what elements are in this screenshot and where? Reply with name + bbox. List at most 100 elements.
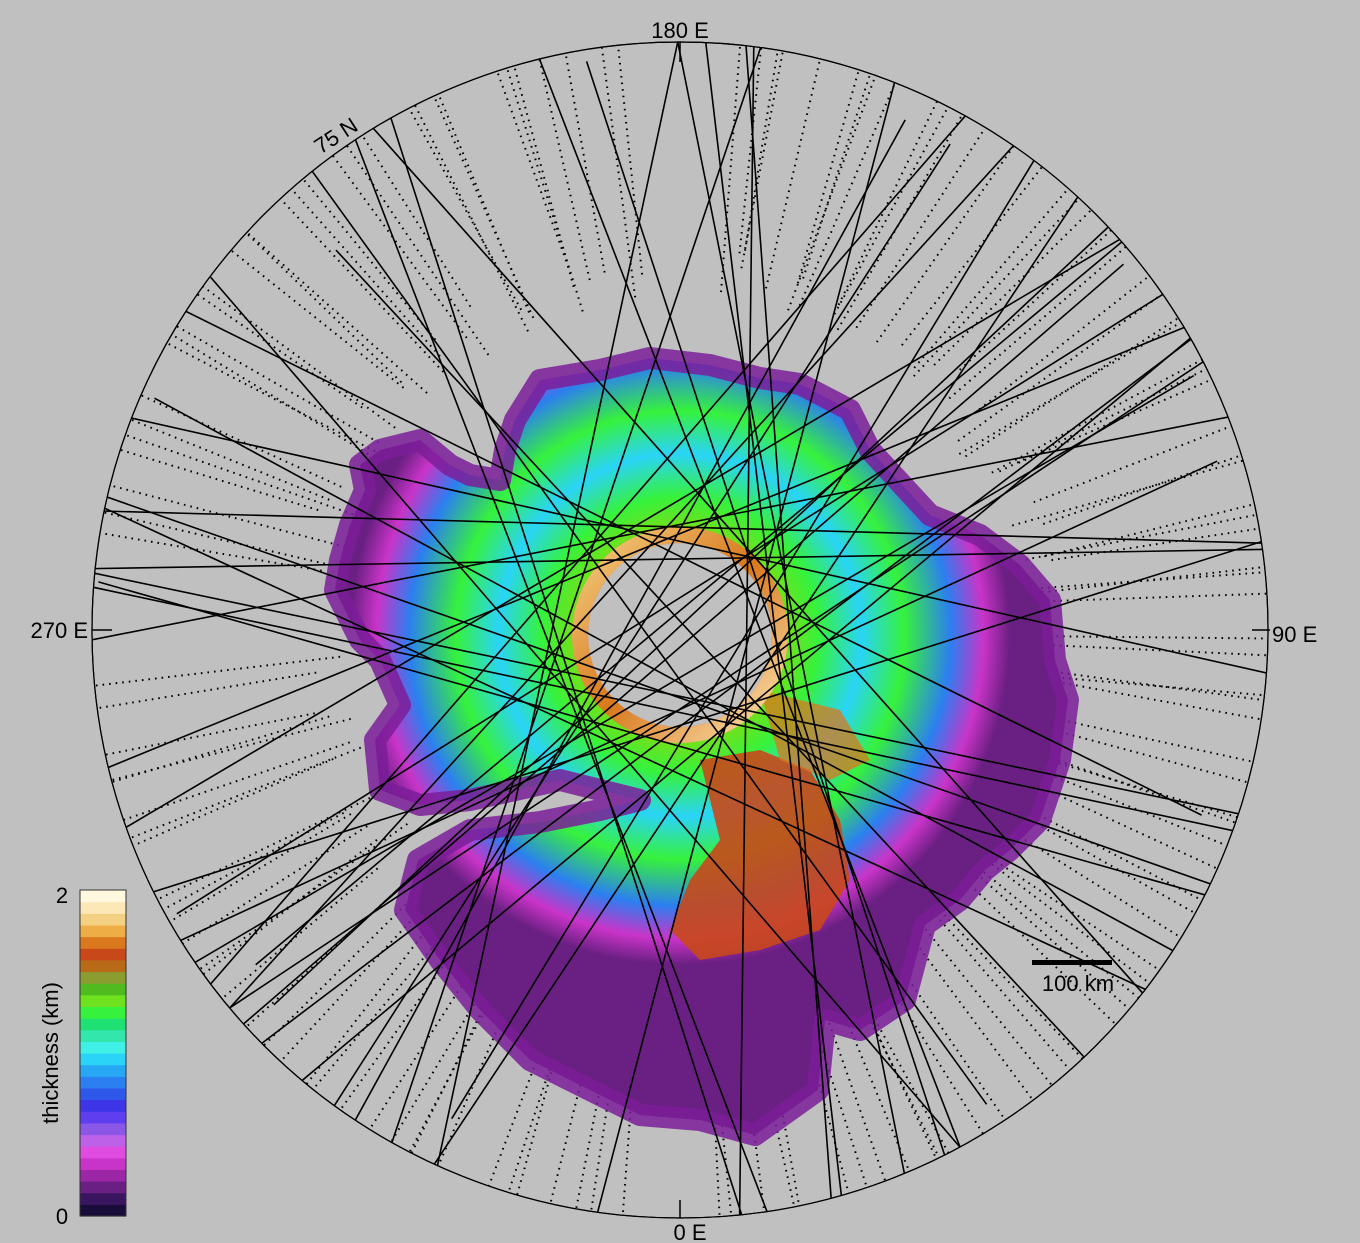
solid-track xyxy=(236,66,988,1105)
dotted-track xyxy=(1036,677,1268,723)
dotted-track xyxy=(973,863,1148,1006)
dotted-track xyxy=(157,337,376,453)
dotted-track xyxy=(153,812,345,916)
colorbar-swatch xyxy=(80,1029,126,1042)
dotted-track xyxy=(167,320,380,444)
cap-thick-region-2 xyxy=(760,690,870,780)
dotted-track xyxy=(305,932,446,1098)
dotted-track xyxy=(913,190,1087,377)
colorbar-swatch xyxy=(80,1134,126,1147)
dotted-track xyxy=(222,243,405,389)
dotted-track xyxy=(917,894,1078,1079)
solid-track xyxy=(519,42,983,1205)
colorbar-swatch xyxy=(80,1053,126,1066)
colorbar-swatch xyxy=(80,1181,126,1194)
dotted-track xyxy=(948,239,1135,400)
solid-track xyxy=(372,61,764,1218)
dotted-track xyxy=(356,126,472,308)
dotted-track xyxy=(484,987,566,1197)
solid-track xyxy=(451,42,1118,1120)
dotted-track xyxy=(1034,570,1268,590)
colorbar-swatch xyxy=(80,890,126,903)
dotted-track xyxy=(1025,511,1267,561)
dotted-track xyxy=(503,58,584,312)
lon-label-0e: 0 E xyxy=(673,1220,706,1243)
solid-track xyxy=(738,42,756,1218)
dotted-track xyxy=(740,42,786,269)
solid-track xyxy=(188,105,1051,1054)
colorbar-swatch xyxy=(80,1006,126,1019)
solid-track xyxy=(369,42,780,1207)
colorbar-swatch xyxy=(80,1169,126,1182)
colorbar-swatch xyxy=(80,994,126,1008)
solid-track xyxy=(92,566,1268,832)
solid-track xyxy=(92,395,1268,678)
dotted-track xyxy=(1044,500,1265,558)
solid-track xyxy=(92,375,1195,1025)
dotted-track xyxy=(406,955,510,1163)
dotted-track xyxy=(95,712,315,758)
dotted-track xyxy=(978,268,1158,411)
dotted-track xyxy=(954,835,1159,991)
pole-hole-ring xyxy=(572,527,788,743)
scale-bar-line xyxy=(1032,960,1112,965)
dotted-track xyxy=(340,136,490,356)
colorbar-swatch xyxy=(80,901,126,914)
dotted-track xyxy=(409,95,529,332)
dotted-track xyxy=(957,287,1172,442)
colorbar-swatch xyxy=(80,1111,126,1124)
solid-track xyxy=(259,143,951,1218)
solid-track xyxy=(332,82,794,1218)
solid-track xyxy=(335,249,1207,1190)
colorbar-swatch xyxy=(80,936,126,949)
dotted-track xyxy=(744,42,781,251)
dotted-track xyxy=(363,913,509,1139)
solid-track xyxy=(92,460,1218,1000)
colorbar-swatch xyxy=(80,959,126,973)
solid-track xyxy=(252,300,1236,1123)
solid-track xyxy=(421,42,692,1218)
solid-track xyxy=(92,208,1172,862)
solid-track xyxy=(674,42,928,1218)
dotted-track xyxy=(913,180,1076,369)
solid-track xyxy=(92,480,1209,1020)
scale-bar: 100 km xyxy=(1032,960,1114,996)
dotted-track xyxy=(194,839,378,982)
dotted-track xyxy=(802,63,875,279)
dotted-track xyxy=(213,867,379,1006)
solid-track xyxy=(92,547,1268,571)
dotted-track xyxy=(998,363,1217,473)
dotted-track xyxy=(933,201,1100,366)
solid-track xyxy=(164,69,1007,1037)
longitude-ticks xyxy=(92,42,1270,1218)
colorbar-swatch xyxy=(80,1192,126,1205)
colorbar-swatch xyxy=(80,948,126,961)
dotted-track xyxy=(100,481,359,552)
colorbar-max-label: 2 xyxy=(56,883,68,908)
colorbar-swatches xyxy=(80,890,126,1217)
dotted-track xyxy=(115,430,354,516)
cap-thick-region xyxy=(670,750,850,960)
solid-track xyxy=(92,305,1238,792)
colorbar-swatch xyxy=(80,1087,126,1101)
dotted-track xyxy=(1028,564,1268,595)
colorbar-swatch xyxy=(80,1018,126,1031)
solid-track xyxy=(92,404,1268,653)
dotted-track xyxy=(956,834,1169,977)
scale-bar-label: 100 km xyxy=(1042,971,1114,996)
solid-track xyxy=(334,84,1187,1043)
dotted-track xyxy=(273,911,420,1070)
dotted-track xyxy=(616,42,644,275)
dotted-track xyxy=(833,97,954,315)
colorbar-swatch xyxy=(80,1076,126,1089)
solid-ground-tracks xyxy=(92,42,1268,1218)
dotted-track xyxy=(238,225,403,384)
solid-track xyxy=(92,581,1268,851)
lon-label-270e: 270 E xyxy=(31,618,89,643)
lon-label-180e: 180 E xyxy=(651,18,709,43)
solid-track xyxy=(581,42,909,1218)
colorbar-swatch xyxy=(80,1146,126,1159)
colorbar-min-label: 0 xyxy=(56,1204,68,1229)
dotted-track xyxy=(765,48,824,289)
colorbar-title: thickness (km) xyxy=(38,982,63,1124)
